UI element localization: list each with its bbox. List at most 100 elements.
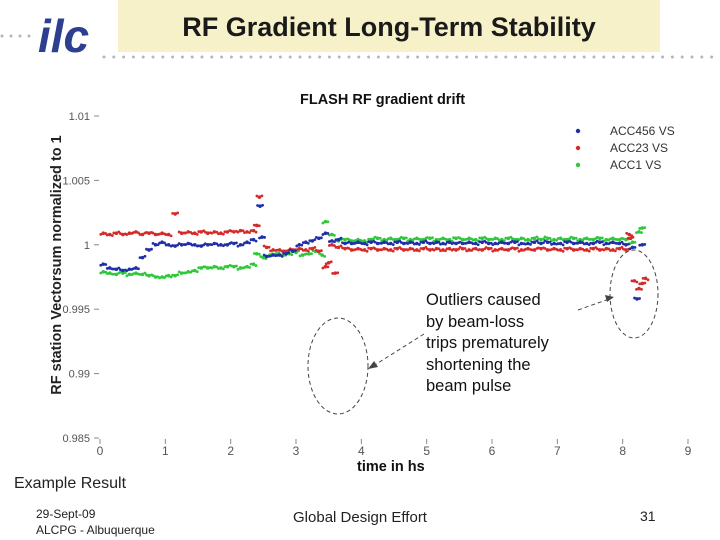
data-point [417,249,421,253]
data-point [447,246,452,251]
data-point [380,239,384,243]
data-point [382,246,387,251]
data-point [206,266,210,270]
data-point [604,246,609,251]
data-point [584,241,589,246]
data-point [99,271,103,275]
data-point [339,236,343,240]
data-point [519,236,524,241]
data-point [428,236,432,241]
data-point [313,246,317,249]
data-point [262,244,266,248]
data-point [432,248,436,252]
data-point [637,230,641,234]
data-point [545,248,550,252]
data-point [526,246,530,251]
data-point [203,230,207,234]
data-point [236,268,240,271]
data-point [561,249,565,253]
callout-arrow-left [369,333,425,369]
data-point [627,232,631,237]
data-point [330,243,334,247]
data-point [179,271,184,275]
data-point [563,237,567,241]
data-point [118,268,122,272]
data-point [643,276,648,281]
data-point [138,233,142,236]
data-point [297,246,302,251]
data-point [112,231,116,235]
data-point [184,271,188,275]
data-point [269,249,273,253]
data-point [321,233,325,236]
data-point [437,240,441,244]
data-point [517,243,521,247]
data-point [134,230,138,234]
data-point [382,237,387,242]
data-point [408,240,413,245]
data-point [108,266,112,270]
data-point [166,232,171,237]
data-point [173,212,177,216]
data-point [598,240,602,245]
data-point [375,241,380,246]
data-point [497,247,501,251]
data-point [137,267,140,271]
data-point [445,238,449,242]
data-point [219,243,223,247]
data-point [333,271,338,275]
data-point [437,247,441,251]
data-point [308,247,312,250]
x-tick-label: 3 [293,444,300,458]
data-point [473,237,478,242]
outlier-ellipse-left [307,317,369,415]
data-point [399,247,403,251]
data-point [524,242,527,246]
data-point [127,272,132,277]
data-point [245,230,249,234]
data-point [589,241,593,245]
data-point [480,240,485,245]
data-point [326,231,330,235]
data-point [638,227,642,230]
data-point [406,242,410,245]
data-point [428,248,432,252]
data-point [539,241,543,246]
data-point [260,194,264,198]
data-point [203,265,207,269]
data-point [219,231,223,236]
data-point [248,266,251,269]
data-point [582,242,586,246]
chart-axes: 0.985 0.99 0.995 1 1.005 1.01 0 1 2 3 4 5 6 7 8 9 [62,111,691,458]
data-point [186,230,190,234]
data-point [611,236,615,241]
data-point [434,240,439,245]
data-point [254,239,258,243]
data-point [132,231,135,234]
data-point [563,246,567,250]
data-point [493,248,498,252]
data-point [517,249,521,253]
data-point [452,247,455,251]
data-point [275,253,279,257]
data-point [426,236,429,239]
data-point [328,240,331,243]
data-point [150,247,153,251]
data-point [408,246,413,251]
data-point [323,255,327,258]
data-point [510,237,514,241]
legend-marker [575,162,581,168]
data-point [323,219,328,224]
data-point [561,243,565,247]
data-point [380,241,384,245]
data-point [591,246,596,251]
data-point [151,274,155,277]
data-point [626,236,630,240]
data-point [339,244,343,248]
data-point [271,248,275,252]
data-point [164,274,168,278]
data-point [386,242,390,246]
data-point [441,236,445,241]
data-point [589,237,593,241]
data-point [262,253,266,257]
